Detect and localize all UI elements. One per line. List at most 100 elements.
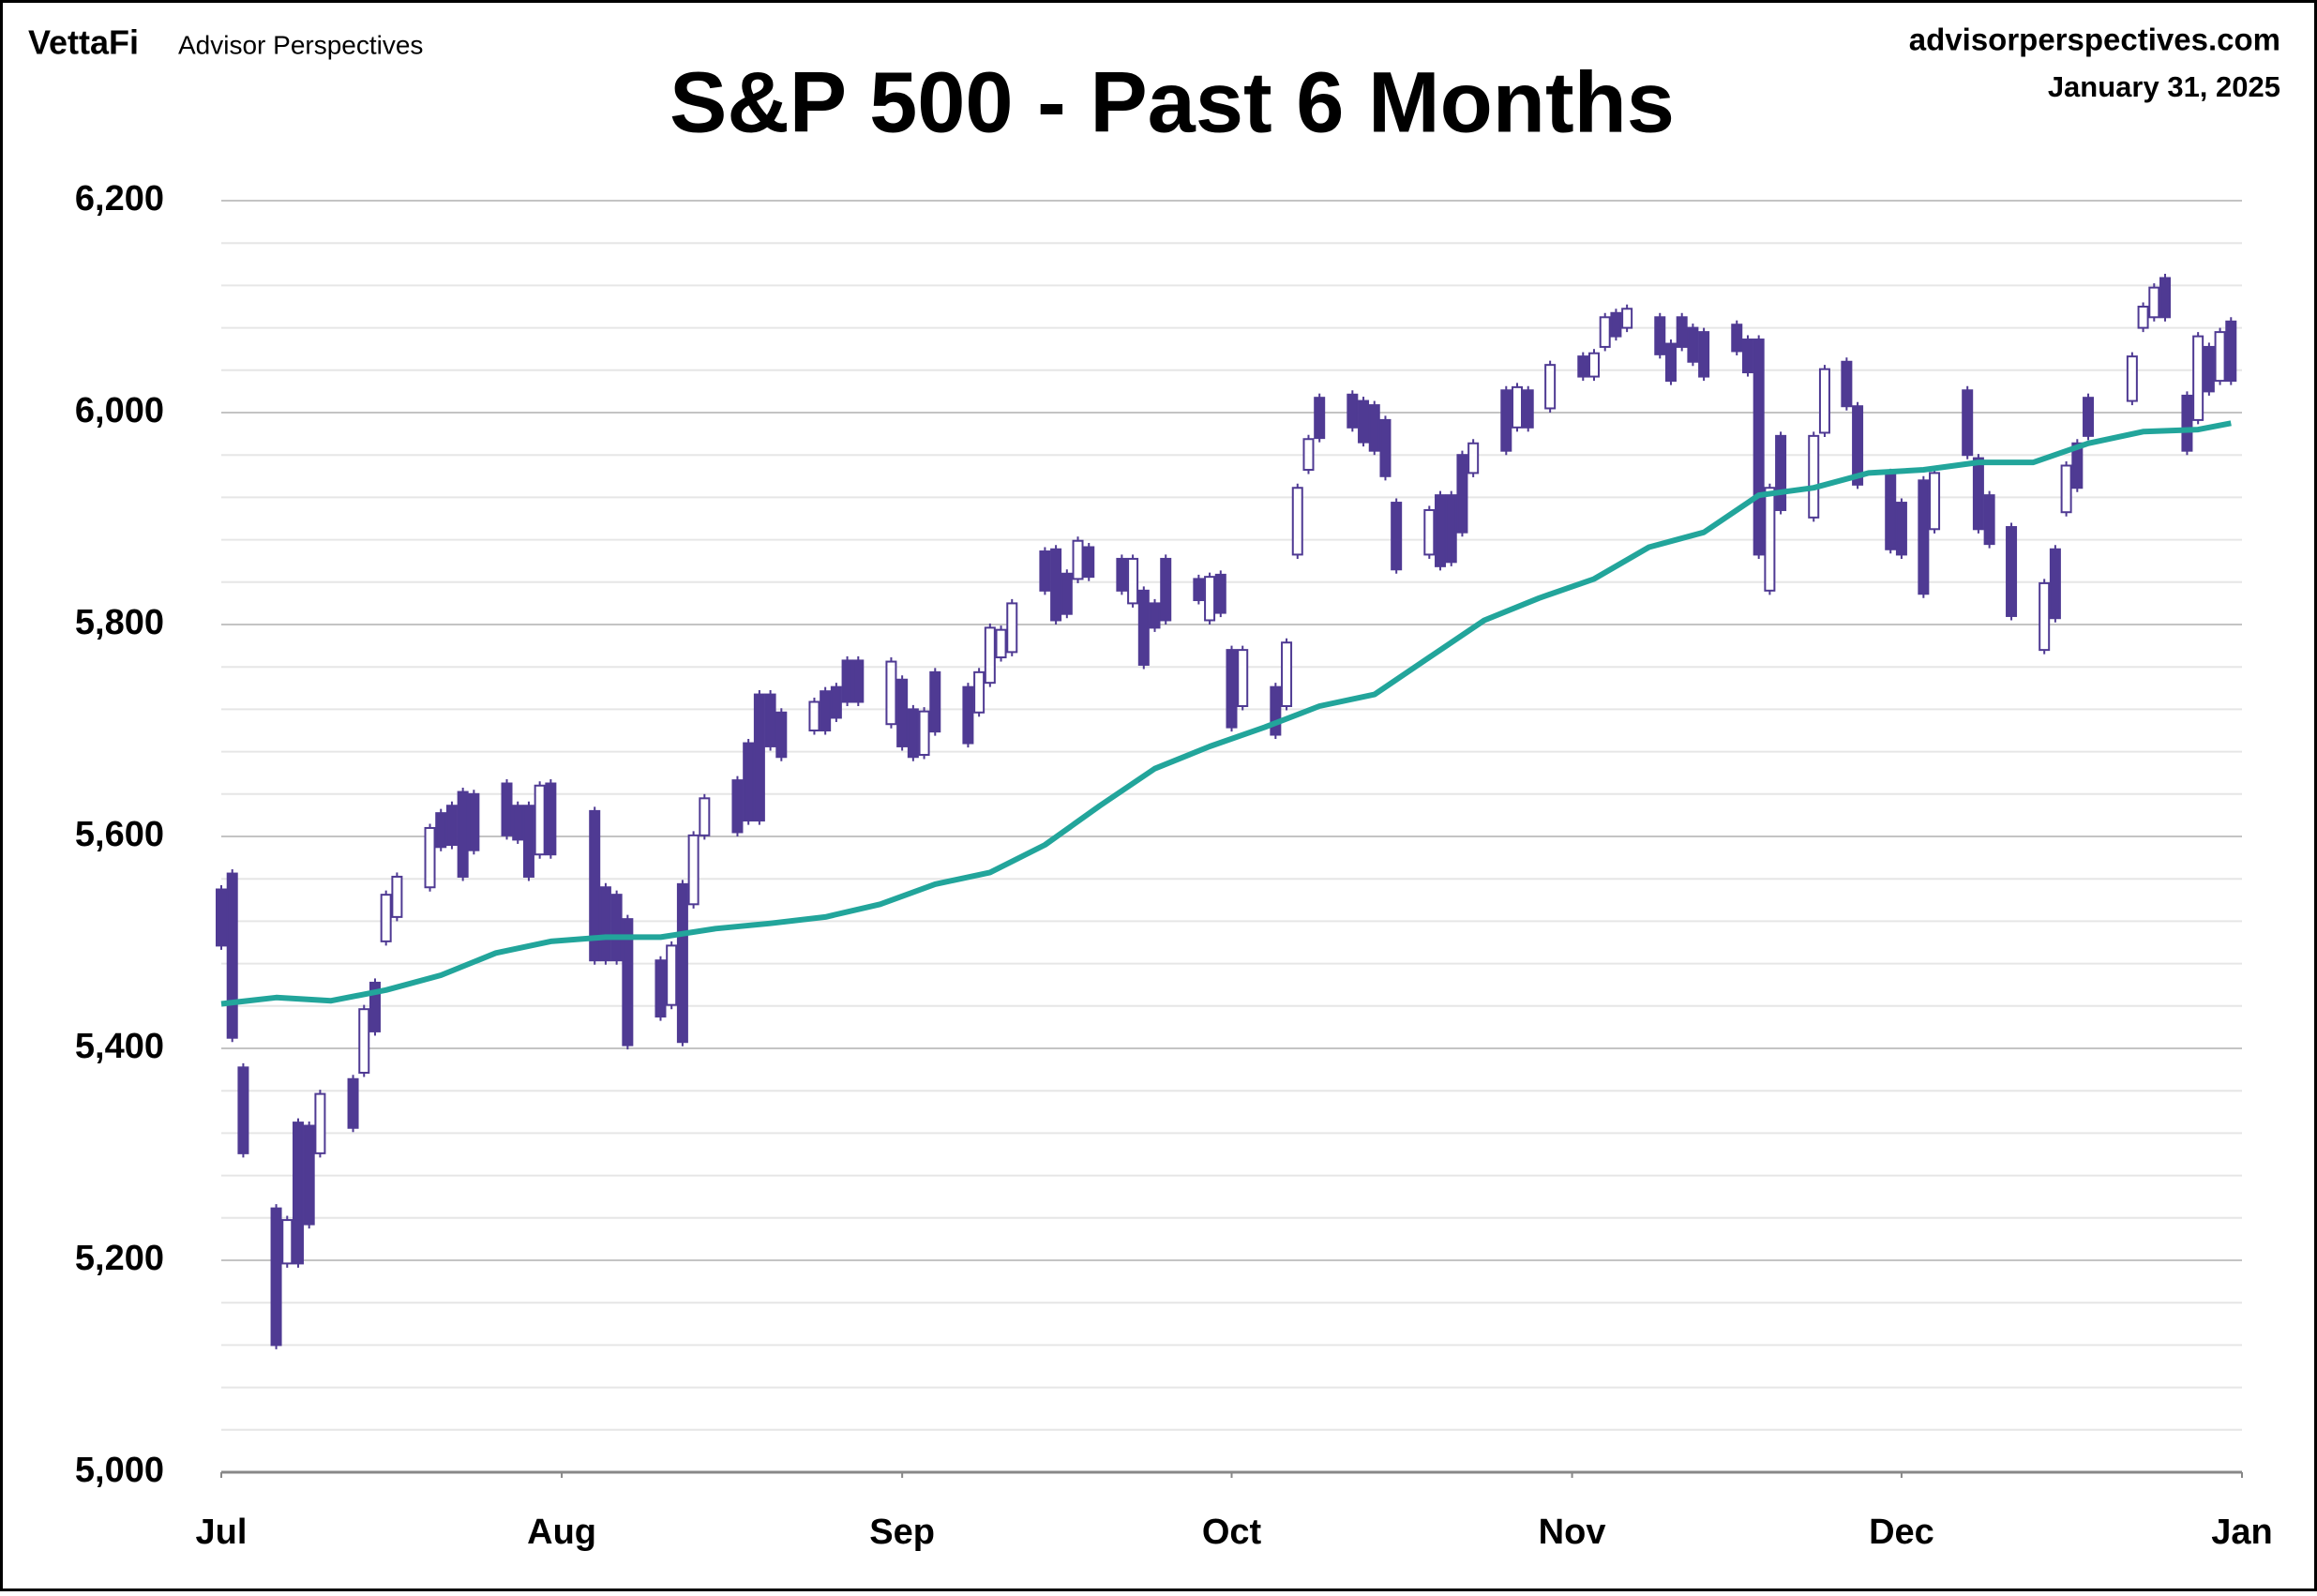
y-tick-label: 6,000 — [75, 391, 164, 430]
candle-body — [929, 670, 941, 733]
candle-body — [424, 826, 436, 889]
candle-body — [1193, 578, 1205, 602]
candle-body — [731, 779, 744, 834]
candle-body — [2083, 397, 2095, 437]
candle-body — [808, 700, 820, 731]
candle-body — [435, 812, 447, 849]
candle-body — [1050, 548, 1062, 622]
candle-body — [1116, 557, 1128, 592]
candle-body — [687, 834, 700, 906]
candle-body — [2214, 331, 2226, 383]
candle-body — [830, 685, 842, 719]
candle-body — [1687, 326, 1699, 363]
candle-body — [1456, 454, 1468, 534]
candle-body — [512, 805, 524, 841]
candle-body — [314, 1092, 326, 1154]
candle-body — [841, 659, 853, 703]
candle-body — [1599, 316, 1611, 348]
candle-body — [2060, 464, 2072, 514]
candle-body — [501, 782, 513, 836]
candle-body — [1358, 399, 1370, 444]
candle-body — [1841, 360, 1853, 408]
candle-body — [358, 1008, 370, 1074]
candle-body — [1347, 393, 1359, 429]
x-tick-label: Aug — [527, 1513, 596, 1552]
candle-body — [1818, 368, 1830, 434]
candle-body — [237, 1066, 249, 1154]
candle-body — [2148, 286, 2160, 319]
candle-body — [666, 944, 678, 1006]
candle-body — [1127, 557, 1139, 605]
candle-body — [1302, 438, 1315, 472]
candle-body — [1962, 389, 1974, 457]
candle-body — [445, 805, 458, 847]
candle-body — [1423, 508, 1436, 556]
x-tick-label: Dec — [1869, 1513, 1934, 1552]
candle-body — [1885, 472, 1897, 550]
candle-body — [995, 628, 1007, 659]
candle-body — [2137, 306, 2149, 329]
candle-body — [2039, 581, 2051, 652]
candle-body — [852, 659, 865, 703]
candle-body — [1610, 311, 1622, 338]
candle-body — [216, 888, 227, 947]
candle-body — [1137, 589, 1150, 666]
candle-body — [2192, 335, 2204, 421]
candle-body — [589, 809, 601, 962]
candle-body — [534, 784, 546, 856]
candle-body — [1512, 385, 1524, 429]
candle-body — [1664, 342, 1677, 383]
site-name: Advisor Perspectives — [178, 30, 423, 59]
candle-body — [2006, 526, 2018, 617]
brand: VettaFi — [28, 23, 139, 62]
candle-body — [1006, 602, 1018, 654]
candle-body — [1061, 572, 1073, 615]
candle-body — [1281, 641, 1293, 708]
candle-body — [743, 742, 755, 822]
candle-body — [391, 875, 403, 918]
candle-body — [369, 981, 381, 1032]
candle-body — [457, 790, 469, 878]
candle-body — [1654, 316, 1666, 355]
candle-body — [270, 1207, 282, 1347]
candle-body — [1676, 316, 1688, 348]
candle-body — [973, 670, 985, 714]
candle-body — [1621, 308, 1633, 329]
candle-body — [1698, 331, 1710, 378]
y-tick-label: 5,400 — [75, 1027, 164, 1066]
candle-body — [885, 660, 897, 726]
y-tick-label: 5,000 — [75, 1451, 164, 1490]
candle-body — [1214, 573, 1226, 614]
candle-body — [918, 710, 930, 756]
candle-body — [764, 693, 776, 747]
candle-body — [1587, 352, 1600, 378]
candle-body — [1160, 557, 1172, 622]
candle-body — [1500, 389, 1512, 452]
candle-body — [1775, 434, 1787, 511]
chart-title: S&P 500 - Past 6 Months — [670, 54, 1675, 150]
candle-body — [380, 894, 392, 942]
candle-body — [1149, 602, 1161, 629]
candle-body — [522, 805, 534, 878]
candle-body — [2126, 355, 2138, 402]
candle-body — [1445, 494, 1457, 564]
candle-body — [676, 882, 688, 1044]
candle-body — [2181, 394, 2193, 452]
candle-body — [622, 918, 634, 1046]
candle-body — [1072, 539, 1084, 580]
candle-body — [292, 1122, 304, 1265]
candle-body — [1544, 364, 1557, 410]
candle-body — [1039, 550, 1051, 592]
candle-body — [753, 693, 765, 822]
candle-body — [1391, 502, 1403, 571]
candle-body — [1764, 487, 1776, 592]
candle-body — [545, 782, 557, 856]
candle-body — [1741, 339, 1753, 374]
candle-body — [1972, 457, 1984, 531]
candle-body — [347, 1077, 359, 1129]
date: January 31, 2025 — [2048, 70, 2280, 103]
candle-body — [2049, 548, 2061, 620]
